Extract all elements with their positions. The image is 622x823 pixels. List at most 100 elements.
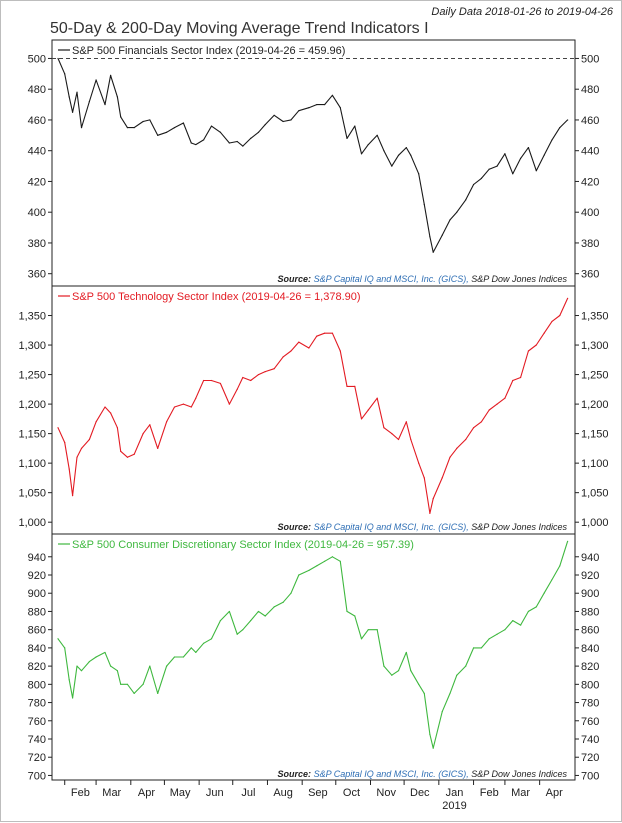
- data-point: [559, 565, 561, 567]
- data-point: [551, 320, 553, 323]
- ytick-label-right: 740: [581, 734, 599, 746]
- ytick-label-left: 380: [28, 238, 46, 250]
- data-point: [423, 692, 425, 695]
- ytick-label-left: 700: [28, 770, 46, 782]
- ytick-label-left: 900: [28, 588, 46, 600]
- ytick-label-left: 1,000: [18, 517, 46, 529]
- ytick-label-left: 500: [28, 53, 46, 65]
- data-point: [429, 512, 431, 514]
- data-point: [219, 619, 222, 622]
- source-note: Source: S&P Capital IQ and MSCI, Inc. (G…: [278, 274, 568, 284]
- ytick-label-right: 820: [581, 661, 599, 673]
- ytick-label-right: 1,050: [581, 488, 609, 500]
- ytick-label-left: 1,100: [18, 458, 46, 470]
- data-point: [157, 447, 159, 449]
- data-point: [465, 665, 467, 667]
- data-point: [504, 629, 506, 631]
- data-point: [567, 297, 569, 299]
- ytick-label-right: 440: [581, 146, 599, 158]
- ytick-label-right: 420: [581, 176, 599, 188]
- data-point: [331, 332, 334, 334]
- data-point: [120, 683, 122, 685]
- ytick-label-left: 760: [28, 716, 46, 728]
- data-point: [441, 711, 443, 713]
- ytick-label-left: 420: [28, 176, 46, 188]
- data-point: [504, 397, 506, 399]
- data-point: [190, 647, 192, 649]
- ytick-label-left: 1,350: [18, 311, 46, 323]
- data-point: [273, 606, 275, 608]
- data-point: [110, 665, 112, 667]
- data-point: [290, 592, 292, 594]
- data-point: [391, 165, 393, 167]
- data-point: [298, 341, 300, 343]
- data-point: [290, 119, 292, 121]
- data-point: [250, 379, 252, 382]
- data-point: [182, 656, 185, 658]
- data-point: [465, 199, 467, 201]
- data-point: [432, 497, 434, 500]
- data-point: [104, 103, 106, 106]
- data-point: [242, 376, 244, 379]
- data-point: [496, 165, 498, 167]
- data-point: [203, 642, 205, 644]
- data-point: [282, 601, 284, 603]
- data-point: [104, 406, 106, 408]
- data-point: [242, 145, 244, 147]
- data-point: [472, 647, 475, 649]
- data-point: [149, 665, 151, 667]
- data-point: [391, 674, 393, 676]
- data-point: [397, 154, 400, 156]
- data-point: [535, 170, 537, 172]
- data-point: [543, 154, 545, 156]
- data-point: [432, 747, 434, 749]
- date-range-label: Daily Data 2018-01-26 to 2019-04-26: [431, 6, 613, 18]
- ytick-label-left: 740: [28, 734, 46, 746]
- data-point: [236, 388, 238, 390]
- data-point: [228, 142, 230, 144]
- data-point: [182, 122, 185, 124]
- data-point: [219, 382, 222, 385]
- data-point: [535, 606, 537, 608]
- data-point: [116, 427, 118, 429]
- series-line-financials: [57, 58, 568, 253]
- data-point: [488, 409, 490, 411]
- data-point: [418, 173, 420, 175]
- data-point: [133, 692, 135, 695]
- data-point: [512, 173, 514, 175]
- ytick-label-right: 1,250: [581, 370, 609, 382]
- data-point: [383, 665, 385, 667]
- data-point: [423, 203, 425, 206]
- data-point: [236, 633, 238, 635]
- data-point: [397, 670, 400, 672]
- data-point: [383, 427, 385, 429]
- data-point: [346, 610, 348, 613]
- data-point: [210, 125, 213, 127]
- data-point: [441, 234, 443, 236]
- ytick-label-left: 820: [28, 661, 46, 673]
- data-point: [80, 447, 83, 449]
- ytick-label-right: 1,100: [581, 458, 609, 470]
- data-point: [519, 157, 522, 159]
- data-point: [449, 692, 451, 695]
- data-point: [57, 57, 59, 60]
- data-point: [195, 651, 197, 654]
- data-point: [57, 638, 59, 640]
- ytick-label-right: 720: [581, 752, 599, 764]
- data-point: [242, 629, 244, 631]
- data-point: [264, 123, 266, 126]
- chart-title: 50-Day & 200-Day Moving Average Trend In…: [50, 20, 429, 37]
- ytick-label-right: 1,350: [581, 311, 609, 323]
- data-point: [290, 350, 292, 352]
- data-point: [339, 107, 341, 109]
- ytick-label-left: 920: [28, 570, 46, 582]
- ytick-label-left: 860: [28, 625, 46, 637]
- xtick-label: Jun: [206, 787, 224, 799]
- data-point: [339, 350, 341, 352]
- data-point: [76, 665, 78, 667]
- data-point: [64, 73, 66, 75]
- data-point: [354, 385, 356, 387]
- panel-frame-technology: [51, 285, 576, 535]
